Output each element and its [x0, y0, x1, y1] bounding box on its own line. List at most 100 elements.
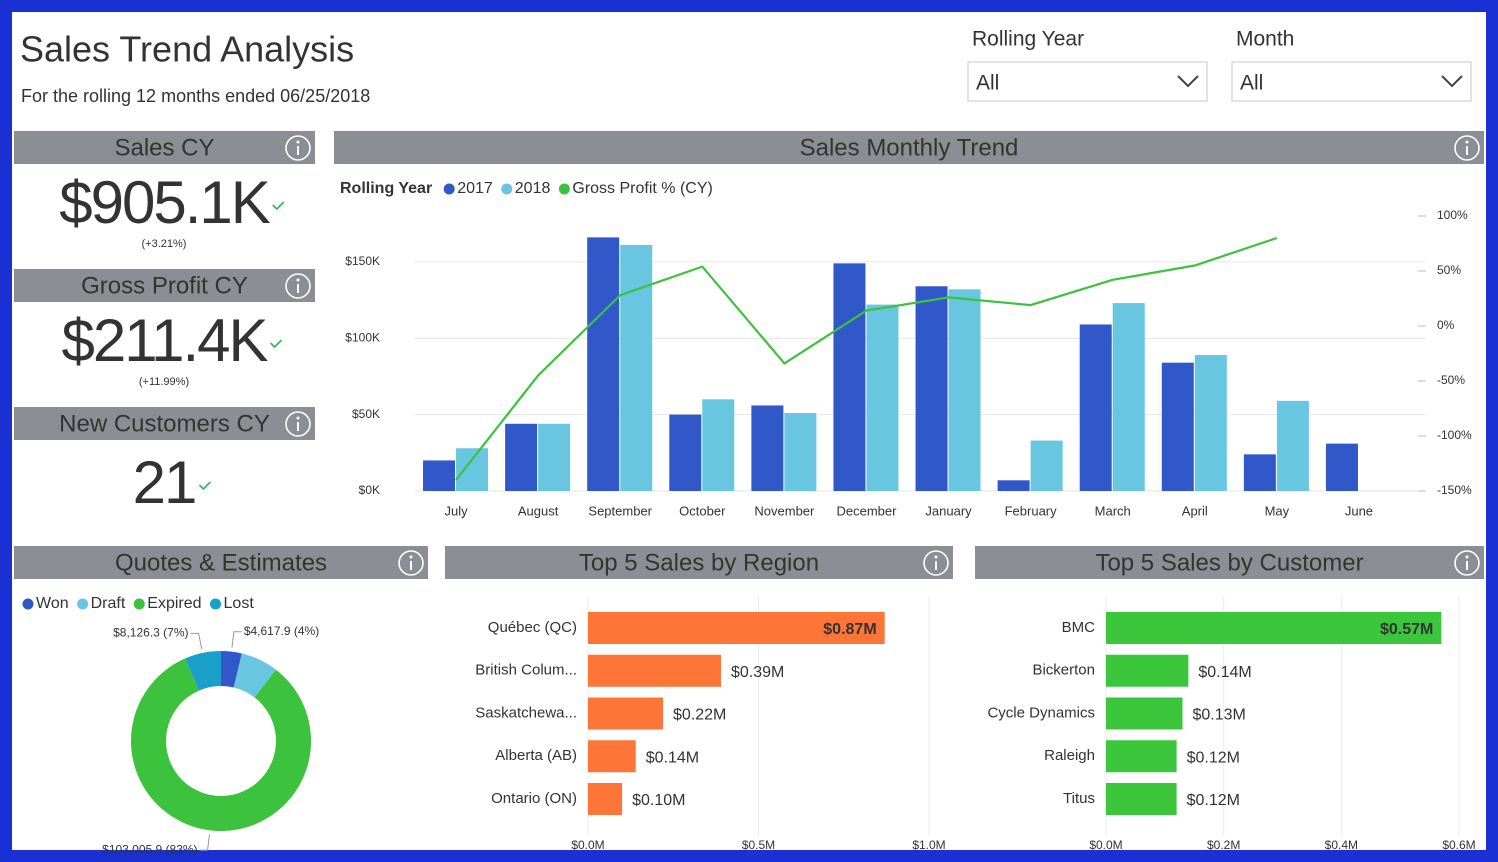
y-tick-label: $50K: [352, 407, 380, 421]
bar: [751, 405, 784, 491]
panel-header: [445, 546, 953, 579]
info-icon[interactable]: [285, 135, 311, 161]
info-icon-dot: [409, 555, 413, 559]
panel-header: [14, 131, 315, 164]
y2-tick-label: -150%: [1437, 483, 1472, 497]
slicer-value: All: [976, 72, 999, 95]
y2-tick-label: 50%: [1437, 263, 1461, 277]
bar: [588, 697, 664, 730]
bar: [997, 480, 1030, 491]
data-label: $0.22M: [673, 707, 726, 724]
legend-swatch: [501, 183, 513, 195]
x-tick-label: December: [836, 503, 897, 518]
donut-slice: [233, 653, 276, 698]
slicer-label: Rolling Year: [972, 28, 1084, 51]
panel-header: [14, 269, 315, 302]
data-label: $0.14M: [646, 749, 699, 766]
x-tick-label: August: [518, 503, 559, 518]
info-icon[interactable]: [1454, 550, 1480, 576]
category-label: Saskatchewa...: [475, 704, 577, 721]
data-label: $4,617.9 (4%): [244, 624, 319, 638]
page-subtitle: For the rolling 12 months ended 06/25/20…: [21, 86, 370, 106]
legend-swatch: [443, 183, 455, 195]
panel-header: [14, 546, 428, 579]
legend-label: Draft: [91, 595, 126, 612]
bar: [702, 399, 735, 491]
leader-line: [190, 632, 203, 650]
bar: [1079, 324, 1112, 491]
legend-title: Rolling Year: [340, 180, 432, 197]
panel-title: New Customers CY: [59, 410, 270, 437]
panel-title: Sales Monthly Trend: [800, 134, 1019, 161]
legend-swatch: [133, 598, 145, 610]
x-tick-label: $0.0M: [571, 838, 604, 852]
bar: [1030, 440, 1063, 491]
data-label: $0.14M: [1198, 664, 1251, 681]
info-icon[interactable]: [285, 273, 311, 299]
info-icon[interactable]: [285, 411, 311, 437]
page-title: Sales Trend Analysis: [20, 29, 354, 70]
data-label: $0.12M: [1187, 792, 1240, 809]
kpi-change: (+11.99%): [139, 376, 189, 388]
category-label: Raleigh: [1044, 747, 1095, 764]
donut-slice: [221, 651, 242, 688]
x-tick-label: May: [1265, 503, 1290, 518]
y2-tick-label: 100%: [1437, 208, 1468, 222]
panel-title: Top 5 Sales by Customer: [1095, 549, 1363, 576]
bar: [1106, 697, 1183, 730]
kpi-value: $905.1K: [59, 169, 271, 236]
x-tick-label: $1.0M: [912, 838, 945, 852]
category-label: Cycle Dynamics: [987, 704, 1095, 721]
bar: [1112, 303, 1145, 491]
bar: [423, 460, 456, 491]
info-icon[interactable]: [1454, 135, 1480, 161]
data-label: $0.57M: [1380, 621, 1433, 638]
x-tick-label: July: [444, 503, 468, 518]
bar: [1106, 612, 1442, 644]
slicer-dropdown[interactable]: [967, 61, 1208, 102]
info-icon[interactable]: [923, 550, 949, 576]
donut-slice: [130, 658, 311, 831]
slicer-label: Month: [1236, 28, 1294, 51]
y2-tick-label: -50%: [1437, 373, 1465, 387]
panel-header: [14, 407, 315, 440]
slicer-dropdown[interactable]: [1231, 61, 1472, 102]
bar: [588, 612, 885, 644]
bar: [784, 413, 817, 491]
info-icon-dot: [934, 555, 938, 559]
x-tick-label: $0.5M: [742, 838, 775, 852]
category-label: Alberta (AB): [495, 747, 577, 764]
category-label: Titus: [1063, 790, 1095, 807]
slicer-value: All: [1240, 72, 1263, 95]
info-icon-dot: [1465, 555, 1469, 559]
bar: [505, 423, 538, 491]
y2-tick-label: 0%: [1437, 318, 1455, 332]
legend-label: Lost: [224, 595, 255, 612]
kpi-check: [272, 201, 285, 211]
bar: [1106, 654, 1189, 687]
donut-slice: [185, 651, 221, 691]
legend-swatch: [210, 598, 222, 610]
bar: [669, 414, 702, 491]
data-label: $0.39M: [731, 664, 784, 681]
legend-label: Gross Profit % (CY): [572, 180, 712, 197]
data-label: $0.10M: [632, 792, 685, 809]
panel-title: Quotes & Estimates: [115, 549, 327, 576]
x-tick-label: January: [925, 503, 972, 518]
bar: [1194, 355, 1227, 491]
chevron: [1177, 75, 1199, 88]
category-label: Bickerton: [1032, 662, 1095, 679]
kpi-value: 21: [133, 449, 196, 516]
panel-title: Top 5 Sales by Region: [579, 549, 819, 576]
bar: [1243, 454, 1276, 491]
info-icon[interactable]: [398, 550, 424, 576]
bar: [1106, 740, 1177, 773]
info-icon-dot: [1465, 140, 1469, 144]
line-series: [455, 236, 1278, 481]
data-label: $0.13M: [1192, 707, 1245, 724]
legend-label: 2018: [515, 180, 551, 197]
legend-swatch: [77, 598, 89, 610]
panel-title: Gross Profit CY: [81, 272, 248, 299]
